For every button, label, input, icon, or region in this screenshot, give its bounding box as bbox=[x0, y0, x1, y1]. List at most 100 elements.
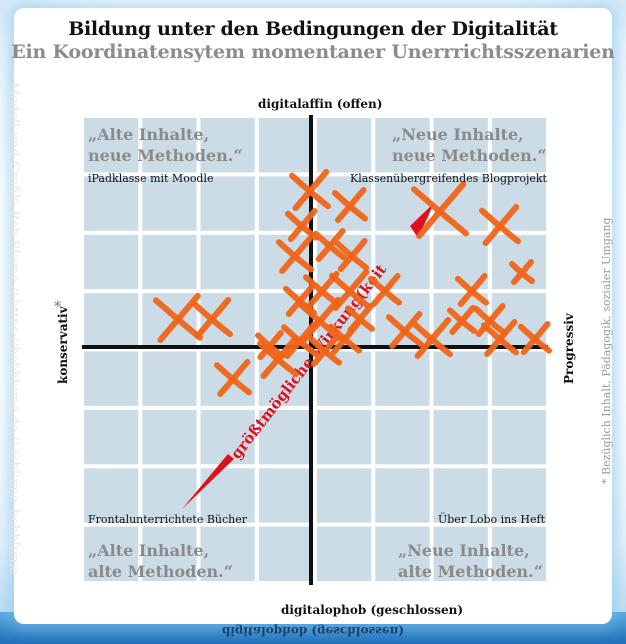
grid-cell bbox=[84, 468, 139, 523]
axis-label-bottom: digitalophob (geschlossen) bbox=[281, 603, 464, 617]
cross-mark bbox=[328, 321, 362, 355]
axis-label-left: konservativ bbox=[56, 306, 70, 384]
cross-mark bbox=[455, 273, 489, 307]
grid-cell bbox=[84, 409, 139, 465]
poster-title: Bildung unter den Bedingungen der Digita… bbox=[68, 18, 558, 40]
cross-mark bbox=[283, 283, 317, 317]
grid-cell bbox=[433, 351, 488, 406]
grid-cell bbox=[491, 351, 547, 406]
asterisk-marker: * bbox=[54, 299, 62, 315]
grid-cell bbox=[375, 234, 430, 290]
cross-mark bbox=[285, 208, 319, 242]
cross-mark bbox=[276, 236, 314, 274]
grid-cell bbox=[317, 351, 372, 406]
cross-mark bbox=[481, 319, 519, 357]
quote-bottom-left-line1: „Alte Inhalte, bbox=[88, 541, 210, 560]
cross-mark bbox=[313, 228, 347, 262]
grid-cell bbox=[433, 526, 488, 581]
grid-cell bbox=[258, 351, 314, 406]
cross-mark bbox=[518, 321, 552, 355]
grid-cell bbox=[84, 234, 139, 290]
cross-mark bbox=[411, 181, 469, 239]
cross-mark bbox=[308, 333, 342, 367]
grid-cell bbox=[258, 409, 314, 465]
grid-cell bbox=[258, 118, 314, 173]
quote-top-right: „Neue Inhalte, neue Methoden.“ bbox=[392, 124, 547, 166]
grid-cell bbox=[258, 526, 314, 581]
cross-mark bbox=[411, 317, 453, 359]
quote-bottom-left-line2: alte Methoden.“ bbox=[88, 562, 233, 581]
arrow-head bbox=[410, 203, 434, 238]
grid-cell bbox=[317, 409, 372, 465]
grid-cell bbox=[433, 118, 488, 173]
grid-cell bbox=[258, 468, 314, 523]
cross-mark bbox=[332, 187, 368, 223]
cross-mark bbox=[335, 238, 369, 272]
grid-cell bbox=[433, 468, 488, 523]
quote-bottom-right: „Neue Inhalte, alte Methoden.“ bbox=[398, 540, 543, 582]
cross-mark bbox=[447, 305, 477, 335]
grid-cell bbox=[142, 526, 197, 581]
cross-mark bbox=[255, 330, 285, 360]
quote-top-left-line1: „Alte Inhalte, bbox=[88, 125, 210, 144]
quote-top-right-line2: neue Methoden.“ bbox=[392, 146, 547, 165]
example-top-right: Klassenübergreifendes Blogprojekt bbox=[350, 172, 547, 185]
quote-bottom-right-line1: „Neue Inhalte, bbox=[398, 541, 530, 560]
example-bottom-left: Frontalunterrichtete Bücher bbox=[88, 513, 248, 526]
quote-top-left: „Alte Inhalte, neue Methoden.“ bbox=[88, 124, 243, 166]
grid-cell bbox=[317, 526, 372, 581]
horizontal-axis bbox=[82, 345, 548, 349]
quote-bottom-right-line2: alte Methoden.“ bbox=[398, 562, 543, 581]
grid-cell bbox=[375, 409, 430, 465]
arrow-tail bbox=[182, 454, 234, 509]
quote-top-right-line1: „Neue Inhalte, bbox=[392, 125, 524, 144]
grid-cell bbox=[84, 526, 139, 581]
grid-cell bbox=[375, 293, 430, 348]
side-footnote: * Bezüglich Inhalt, Pädagogik, sozialer … bbox=[600, 217, 613, 484]
cross-mark bbox=[386, 311, 424, 349]
grid-cell bbox=[84, 351, 139, 406]
grid-cell bbox=[491, 468, 547, 523]
grid-cell bbox=[142, 351, 197, 406]
grid-cell bbox=[142, 409, 197, 465]
grid-cell bbox=[200, 234, 255, 290]
quote-top-left-line2: neue Methoden.“ bbox=[88, 146, 243, 165]
grid-cell bbox=[433, 409, 488, 465]
grid-cell bbox=[84, 118, 139, 173]
grid-cells bbox=[84, 118, 547, 581]
grid-cell bbox=[375, 468, 430, 523]
grid-cell bbox=[200, 118, 255, 173]
example-bottom-right: Über Lobo ins Heft bbox=[438, 513, 546, 526]
cross-mark bbox=[509, 259, 535, 285]
cross-mark bbox=[479, 204, 521, 246]
cross-mark bbox=[191, 297, 233, 339]
cross-mark bbox=[368, 273, 402, 307]
axis-label-right: Progressiv bbox=[562, 313, 576, 384]
cross-mark bbox=[214, 359, 252, 397]
cross-mark bbox=[289, 169, 331, 211]
cross-mark bbox=[329, 269, 371, 311]
grid-cell bbox=[142, 234, 197, 290]
grid-cell bbox=[375, 118, 430, 173]
cross-mark bbox=[473, 303, 507, 337]
quote-bottom-left: „Alte Inhalte, alte Methoden.“ bbox=[88, 540, 233, 582]
grid-cell bbox=[375, 351, 430, 406]
cross-mark bbox=[257, 337, 299, 379]
cross-marks bbox=[153, 169, 552, 397]
grid-cell bbox=[200, 176, 255, 231]
grid-cell bbox=[317, 118, 372, 173]
grid-cell bbox=[491, 118, 547, 173]
cross-mark bbox=[281, 321, 319, 359]
example-top-left: iPadklasse mit Moodle bbox=[88, 172, 214, 185]
grid-cell bbox=[317, 468, 372, 523]
grid-cell bbox=[142, 293, 197, 348]
grid-cell bbox=[200, 526, 255, 581]
grid-cell bbox=[142, 468, 197, 523]
grid-cell bbox=[375, 526, 430, 581]
grid-cell bbox=[142, 176, 197, 231]
grid-cell bbox=[491, 526, 547, 581]
axis-label-top: digitalaffin (offen) bbox=[258, 97, 383, 111]
vertical-watermark: Modell und Grafik: Bob Blume // https://… bbox=[6, 82, 21, 575]
grid-cell bbox=[84, 293, 139, 348]
